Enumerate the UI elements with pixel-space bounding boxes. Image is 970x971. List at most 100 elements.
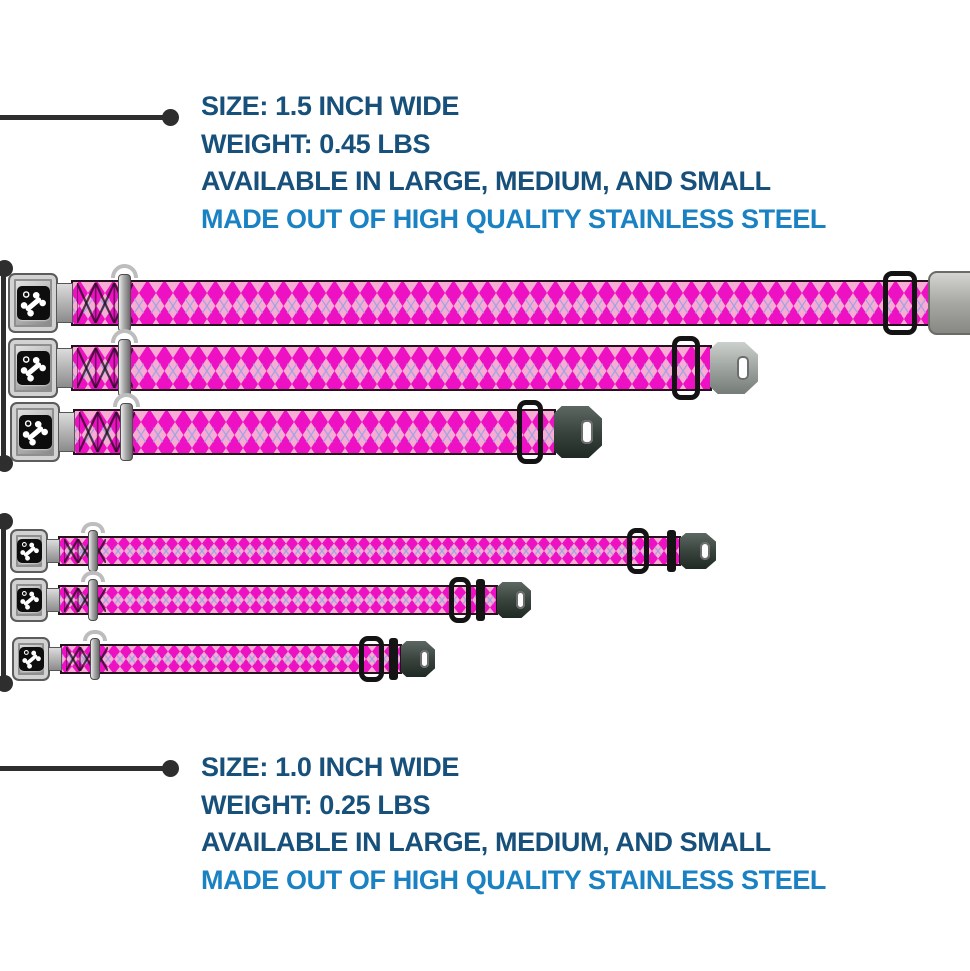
triglide-slider	[359, 636, 384, 682]
latch-tongue	[710, 342, 758, 394]
bracket-top-lower-dot	[0, 455, 13, 472]
d-ring	[118, 274, 131, 332]
callout-dot-bottom	[162, 760, 179, 777]
bracket-bottom-group	[1, 521, 6, 683]
latch-tongue	[680, 533, 716, 569]
collar-1.5-inch-wide-medium	[8, 329, 758, 400]
seatbelt-buckle	[12, 637, 50, 681]
callout-dot-top	[162, 109, 179, 126]
buckle-logo-window	[19, 647, 44, 671]
latch-tongue-slot	[420, 650, 429, 668]
seatbelt-buckle	[8, 273, 58, 333]
callout-line-top	[0, 115, 164, 120]
triglide-slider	[627, 528, 649, 574]
triglide-slider	[672, 336, 700, 400]
d-ring	[90, 638, 100, 680]
buckle-down-bone-logo-icon	[23, 420, 49, 446]
collar-1.0-inch-wide-large	[10, 522, 716, 574]
seatbelt-buckle	[10, 402, 60, 462]
argyle-strap-pattern	[73, 282, 930, 324]
buckle-down-bone-logo-icon	[21, 356, 47, 382]
buckle-down-bone-logo-icon	[21, 291, 47, 317]
d-ring	[120, 403, 133, 461]
buckle-logo-window	[17, 351, 51, 385]
collar-1.0-inch-wide-medium	[10, 571, 531, 623]
webbing-stitch-x	[77, 348, 133, 388]
latch-tongue-slot	[736, 355, 750, 381]
d-ring-top-arc	[81, 571, 105, 582]
stitch-zone	[77, 348, 133, 388]
buckle-neck	[46, 539, 60, 563]
d-ring-top-arc	[111, 264, 138, 278]
d-ring-top-arc	[113, 393, 140, 407]
keeper-bar	[667, 530, 676, 572]
argyle-strap-pattern	[73, 347, 710, 389]
buckle-neck	[46, 588, 60, 612]
d-ring	[88, 530, 98, 572]
collar-1.5-inch-wide-small	[10, 393, 602, 464]
collar-1.0-inch-wide-small	[12, 630, 435, 682]
collar-1.5-inch-wide-large	[8, 264, 970, 335]
buckle-logo-window	[19, 415, 53, 449]
stitch-zone	[64, 539, 106, 563]
latch-tongue-slot	[700, 542, 710, 560]
spec-top-size: SIZE: 1.5 INCH WIDE	[201, 91, 459, 121]
keeper-bar	[389, 638, 398, 680]
d-ring-top-arc	[111, 329, 138, 343]
spec-bottom-availability: AVAILABLE IN LARGE, MEDIUM, AND SMALL	[201, 827, 771, 857]
spec-top-availability: AVAILABLE IN LARGE, MEDIUM, AND SMALL	[201, 166, 771, 196]
collar-strap	[58, 585, 498, 615]
latch-tongue-slot	[580, 419, 594, 445]
stitch-zone	[66, 647, 108, 671]
collar-strap	[60, 644, 402, 674]
spec-block-bottom: SIZE: 1.0 INCH WIDE WEIGHT: 0.25 LBS AVA…	[201, 749, 826, 899]
buckle-neck	[58, 412, 75, 452]
buckle-logo-window	[17, 539, 42, 563]
spec-top-material: MADE OUT OF HIGH QUALITY STAINLESS STEEL	[201, 203, 827, 234]
latch-tongue	[497, 582, 531, 618]
d-ring	[118, 339, 131, 397]
spec-bottom-material: MADE OUT OF HIGH QUALITY STAINLESS STEEL	[201, 864, 827, 895]
seatbelt-buckle	[10, 578, 48, 622]
seatbelt-buckle	[8, 338, 58, 398]
webbing-stitch-x	[64, 588, 106, 612]
argyle-strap-pattern	[62, 646, 400, 672]
webbing-stitch-x	[64, 539, 106, 563]
buckle-down-bone-logo-icon	[20, 591, 39, 611]
d-ring-top-arc	[83, 630, 107, 641]
bracket-bottom-lower-dot	[0, 675, 13, 692]
spec-bottom-size: SIZE: 1.0 INCH WIDE	[201, 752, 459, 782]
spec-block-top: SIZE: 1.5 INCH WIDE WEIGHT: 0.45 LBS AVA…	[201, 88, 826, 238]
seatbelt-buckle	[10, 529, 48, 573]
argyle-strap-pattern	[60, 587, 496, 613]
bracket-top-upper-dot	[0, 260, 13, 277]
triglide-slider	[449, 577, 471, 623]
buckle-logo-window	[17, 588, 42, 612]
buckle-down-bone-logo-icon	[22, 650, 41, 670]
stitch-zone	[64, 588, 106, 612]
buckle-neck	[48, 647, 62, 671]
latch-plate-block	[928, 271, 970, 335]
argyle-strap-pattern	[75, 411, 554, 453]
d-ring-top-arc	[81, 522, 105, 533]
webbing-stitch-x	[66, 647, 108, 671]
callout-line-bottom	[0, 766, 164, 771]
spec-bottom-weight: WEIGHT: 0.25 LBS	[201, 789, 431, 820]
d-ring	[88, 579, 98, 621]
triglide-slider	[517, 400, 543, 464]
buckle-neck	[56, 348, 73, 388]
collar-strap	[73, 409, 556, 455]
triglide-slider	[883, 271, 917, 335]
buckle-logo-window	[17, 286, 51, 320]
spec-top-weight: WEIGHT: 0.45 LBS	[201, 128, 431, 159]
buckle-neck	[56, 283, 73, 323]
latch-tongue	[554, 406, 602, 458]
buckle-down-bone-logo-icon	[20, 542, 39, 562]
keeper-bar	[476, 579, 485, 621]
collar-strap	[58, 536, 681, 566]
collar-strap	[71, 345, 712, 391]
collar-strap	[71, 280, 932, 326]
bracket-bottom-upper-dot	[0, 513, 13, 530]
bracket-top-group	[1, 268, 6, 463]
